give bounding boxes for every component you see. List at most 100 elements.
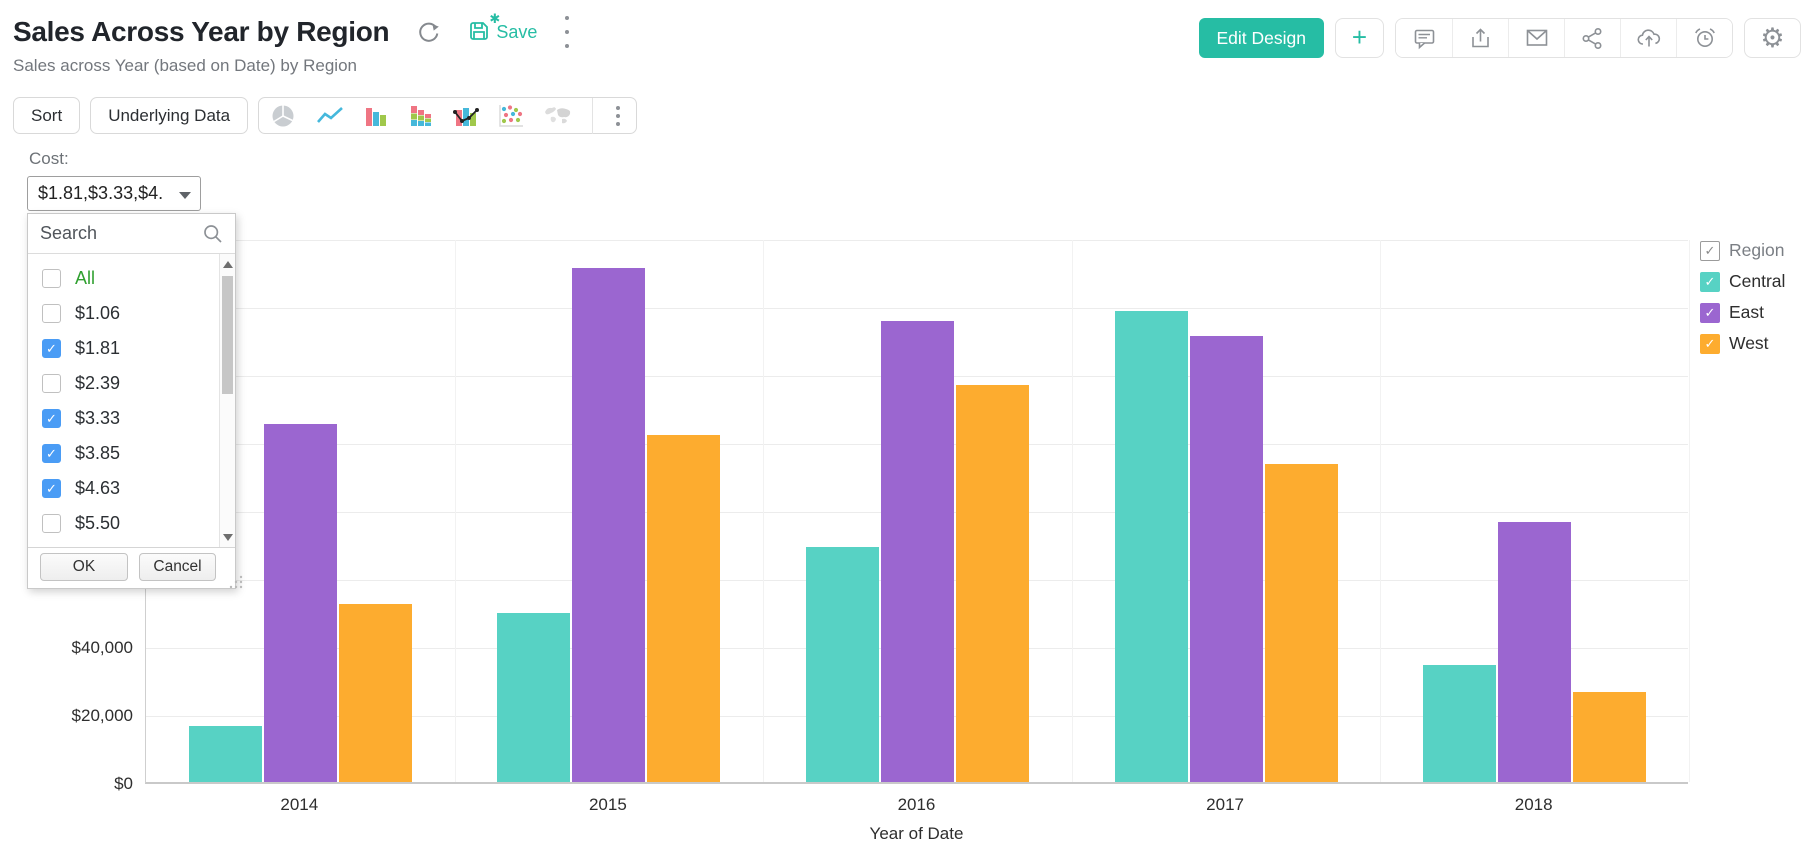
report-action-group	[1395, 18, 1733, 58]
cost-filter-value: $1.81,$3.33,$4.	[38, 183, 164, 203]
bar-2018-east[interactable]	[1498, 521, 1572, 782]
filter-option-$1.81[interactable]: ✓ $1.81	[28, 331, 220, 366]
gridline	[1689, 240, 1690, 782]
scroll-up-icon[interactable]	[220, 256, 235, 272]
page-title: Sales Across Year by Region	[13, 16, 390, 47]
filter-option-$1.06[interactable]: $1.06	[28, 296, 220, 331]
publish-button[interactable]	[1620, 19, 1676, 57]
title-more-options-button[interactable]	[565, 14, 570, 50]
gridline	[146, 308, 1688, 309]
schedule-button[interactable]	[1676, 19, 1732, 57]
settings-gear-icon: ⚙	[1760, 22, 1785, 53]
settings-button[interactable]: ⚙	[1744, 18, 1801, 58]
add-button[interactable]: +	[1335, 18, 1384, 58]
line-chart-icon[interactable]	[316, 104, 344, 128]
option-label: $2.39	[75, 373, 121, 393]
bar-2018-central[interactable]	[1423, 664, 1497, 782]
legend-item-west[interactable]: ✓ West	[1700, 333, 1785, 354]
filter-option-$3.85[interactable]: ✓ $3.85	[28, 436, 220, 471]
filter-option-$5.50[interactable]: $5.50	[28, 506, 220, 541]
unsaved-indicator-icon: ✱	[489, 10, 501, 26]
header-actions: Edit Design +	[1198, 18, 1801, 58]
report-header: Sales Across Year by Region ✱ Save	[13, 11, 570, 76]
bar-2014-west[interactable]	[338, 603, 412, 782]
pie-chart-icon[interactable]	[271, 104, 297, 128]
scrollbar[interactable]	[219, 254, 235, 547]
legend-label: Central	[1729, 271, 1786, 291]
bar-2017-west[interactable]	[1264, 464, 1338, 782]
save-button[interactable]: ✱ Save	[468, 11, 537, 45]
bar-2015-west[interactable]	[647, 434, 721, 782]
x-axis-label: 2018	[1514, 795, 1553, 814]
cloud-upload-icon	[1637, 29, 1660, 47]
refresh-icon	[419, 22, 440, 42]
bar-2017-central[interactable]	[1114, 311, 1188, 782]
refresh-button[interactable]	[417, 21, 440, 44]
filter-search-input[interactable]	[40, 223, 197, 244]
bar-2015-east[interactable]	[572, 267, 646, 782]
x-axis-label: 2017	[1206, 795, 1244, 814]
series-checkbox[interactable]: ✓	[1700, 302, 1720, 323]
map-chart-icon[interactable]	[543, 104, 573, 128]
share-button[interactable]	[1564, 19, 1620, 57]
scrollbar-thumb[interactable]	[222, 276, 233, 394]
series-checkbox[interactable]: ✓	[1700, 271, 1720, 292]
unchecked-checkbox[interactable]	[42, 304, 61, 323]
bar-2014-central[interactable]	[188, 725, 262, 782]
gridline	[1380, 240, 1382, 782]
bar-2016-east[interactable]	[880, 321, 954, 782]
stacked-bar-chart-icon[interactable]	[408, 104, 434, 128]
cost-filter-select[interactable]: $1.81,$3.33,$4.	[27, 176, 201, 211]
chevron-down-icon	[179, 192, 191, 199]
checkbox[interactable]: ✓	[1700, 240, 1720, 261]
combo-chart-icon[interactable]	[453, 104, 480, 128]
export-button[interactable]	[1452, 19, 1508, 57]
bar-2015-central[interactable]	[497, 613, 571, 782]
bar-group-2017	[1072, 240, 1381, 782]
legend-item-central[interactable]: ✓ Central	[1700, 271, 1785, 292]
more-chart-types-button[interactable]	[612, 104, 624, 128]
legend-title: Region	[1729, 240, 1785, 260]
filter-search-row	[28, 214, 235, 254]
cancel-button[interactable]: Cancel	[139, 553, 216, 581]
bar-group-2014	[146, 240, 455, 782]
checked-checkbox[interactable]: ✓	[42, 479, 61, 498]
resize-handle-icon[interactable]	[229, 575, 243, 594]
bar-2016-central[interactable]	[805, 547, 879, 782]
legend-items: ✓ Central ✓ East ✓ West	[1700, 271, 1785, 354]
sort-button[interactable]: Sort	[13, 97, 81, 134]
unchecked-checkbox[interactable]	[42, 374, 61, 393]
unchecked-checkbox[interactable]	[42, 514, 61, 533]
filter-option-list: All $1.06 ✓ $1.81 $2.39 ✓ $3.33 ✓ $3.85 ✓ $4.63 $5.…	[28, 261, 235, 541]
legend-item-east[interactable]: ✓ East	[1700, 302, 1785, 323]
ok-button[interactable]: OK	[40, 553, 128, 581]
scroll-down-icon[interactable]	[220, 529, 235, 545]
unchecked-checkbox[interactable]	[42, 269, 61, 288]
email-button[interactable]	[1508, 19, 1564, 57]
series-checkbox[interactable]: ✓	[1700, 333, 1720, 354]
checked-checkbox[interactable]: ✓	[42, 409, 61, 428]
scatter-chart-icon[interactable]	[498, 104, 524, 128]
filter-option-All[interactable]: All	[28, 261, 220, 296]
schedule-alert-icon	[1694, 28, 1715, 47]
legend-label: West	[1729, 333, 1769, 353]
x-axis-label: 2016	[897, 795, 936, 814]
bar-2014-east[interactable]	[263, 424, 337, 782]
gridline	[1071, 240, 1073, 782]
comments-button[interactable]	[1396, 19, 1452, 57]
checked-checkbox[interactable]: ✓	[42, 339, 61, 358]
bar-2016-west[interactable]	[955, 384, 1029, 782]
filter-option-$4.63[interactable]: ✓ $4.63	[28, 471, 220, 506]
edit-design-button[interactable]: Edit Design	[1198, 18, 1324, 58]
underlying-data-button[interactable]: Underlying Data	[90, 97, 249, 134]
bar-2017-east[interactable]	[1189, 336, 1263, 782]
bar-2018-west[interactable]	[1573, 691, 1647, 782]
x-axis-title: Year of Date	[869, 824, 964, 843]
legend-header-region[interactable]: ✓ Region	[1700, 240, 1785, 261]
checked-checkbox[interactable]: ✓	[42, 444, 61, 463]
filter-footer: OK Cancel	[28, 547, 243, 589]
filter-option-$2.39[interactable]: $2.39	[28, 366, 220, 401]
bar-chart-icon[interactable]	[363, 104, 389, 128]
filter-option-$3.33[interactable]: ✓ $3.33	[28, 401, 220, 436]
